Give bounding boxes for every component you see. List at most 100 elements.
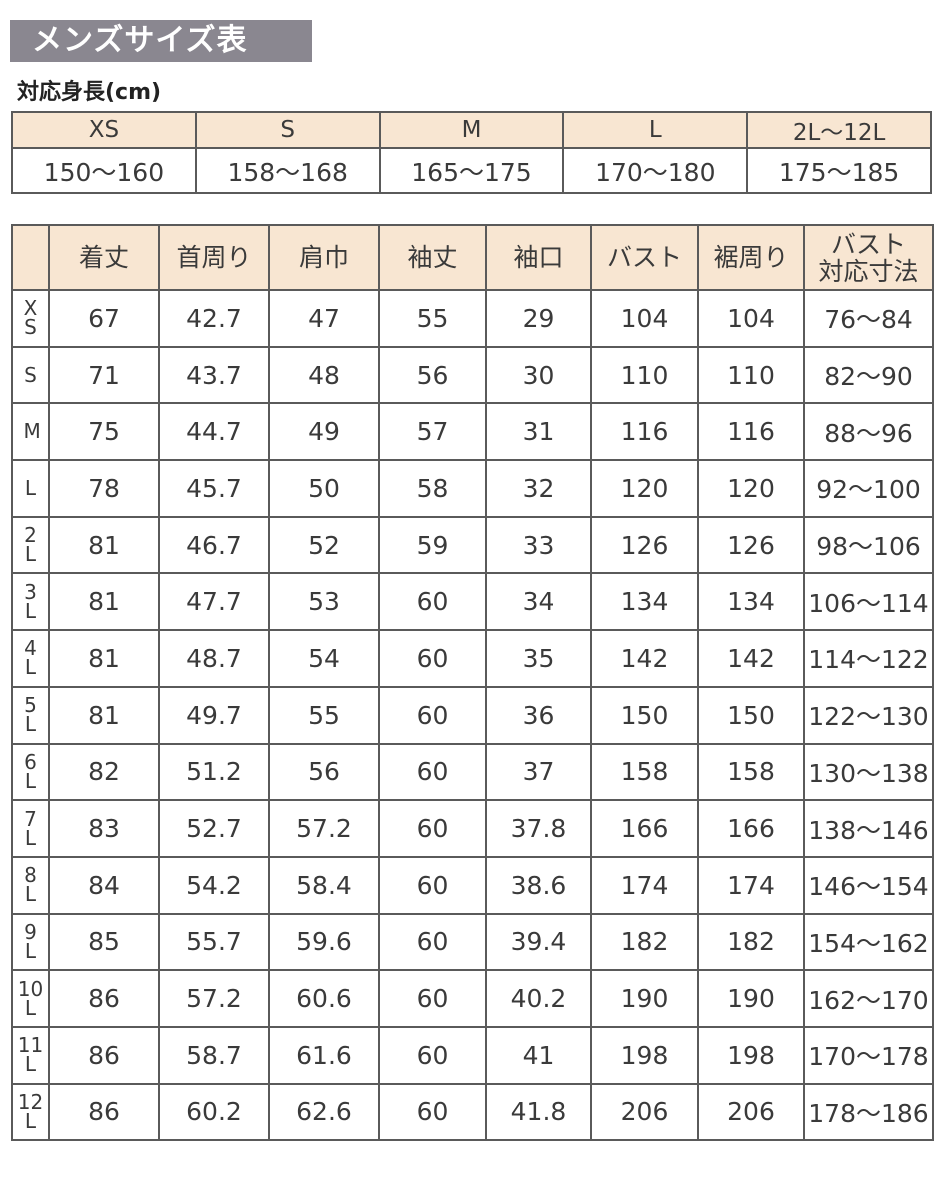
table-cell: 60.6 — [268, 969, 380, 1028]
table-row: 7L 83 52.7 57.2 60 37.8 166 166 138〜146 — [11, 799, 934, 858]
table-cell: 35 — [485, 629, 592, 688]
size-label-cell: M — [11, 402, 50, 462]
table-cell: 39.4 — [485, 912, 592, 972]
column-header: 袖口 — [485, 224, 592, 291]
table-cell: 47 — [268, 289, 380, 348]
table-cell: 61.6 — [268, 1025, 380, 1085]
table-row: 5L 81 49.7 55 60 36 150 150 122〜130 — [11, 685, 934, 745]
table-cell: 76〜84 — [803, 289, 934, 348]
size-label: 3L — [24, 579, 37, 623]
table-cell: 58.7 — [158, 1025, 270, 1085]
table-row: 8L 84 54.2 58.4 60 38.6 174 174 146〜154 — [11, 855, 934, 915]
size-label: 6L — [24, 749, 37, 793]
table-row: XS 67 42.7 47 55 29 104 104 76〜84 — [11, 289, 934, 348]
table-cell: 120 — [590, 459, 699, 518]
table-row: L 78 45.7 50 58 32 120 120 92〜100 — [11, 459, 934, 518]
table-row: 3L 81 47.7 53 60 34 134 134 106〜114 — [11, 572, 934, 632]
table-cell: 116 — [590, 402, 699, 462]
table-cell: 59.6 — [268, 912, 380, 972]
table-cell: 81 — [48, 685, 160, 745]
table-cell: 81 — [48, 572, 160, 632]
table-cell: 60 — [378, 1082, 487, 1142]
table-cell: 138〜146 — [803, 799, 934, 858]
table-cell: 104 — [697, 289, 805, 348]
table-cell: 67 — [48, 289, 160, 348]
table-cell: 30 — [485, 345, 592, 405]
column-header: 着丈 — [48, 224, 160, 291]
size-label-cell: 5L — [11, 685, 50, 745]
table-cell: 130〜138 — [803, 742, 934, 802]
table-cell: 182 — [590, 912, 699, 972]
table-cell: 60 — [378, 799, 487, 858]
height-range-cell: 165〜175 — [378, 147, 565, 194]
table-cell: 48.7 — [158, 629, 270, 688]
table-cell: 54.2 — [158, 855, 270, 915]
table-cell: 52 — [268, 515, 380, 575]
table-row: 11L 86 58.7 61.6 60 41 198 198 170〜178 — [11, 1025, 934, 1085]
size-label-cell: S — [11, 345, 50, 405]
table-cell: 57.2 — [158, 969, 270, 1028]
size-label-cell: 2L — [11, 515, 50, 575]
table-cell: 62.6 — [268, 1082, 380, 1142]
table-cell: 60 — [378, 1025, 487, 1085]
table-cell: 198 — [590, 1025, 699, 1085]
height-table-row: 150〜160 158〜168 165〜175 170〜180 175〜185 — [11, 147, 932, 194]
size-label: 7L — [24, 806, 37, 850]
table-cell: 83 — [48, 799, 160, 858]
size-label: 8L — [24, 863, 37, 907]
table-cell: 158 — [697, 742, 805, 802]
table-cell: 60 — [378, 629, 487, 688]
column-header: 裾周り — [697, 224, 805, 291]
table-row: 2L 81 46.7 52 59 33 126 126 98〜106 — [11, 515, 934, 575]
table-cell: 37.8 — [485, 799, 592, 858]
table-cell: 166 — [590, 799, 699, 858]
table-cell: 134 — [590, 572, 699, 632]
table-cell: 38.6 — [485, 855, 592, 915]
size-label-cell: 7L — [11, 799, 50, 858]
table-cell: 58 — [378, 459, 487, 518]
table-cell: 174 — [590, 855, 699, 915]
height-size-header: S — [194, 111, 381, 149]
table-cell: 126 — [590, 515, 699, 575]
height-size-header: M — [378, 111, 565, 149]
size-label: 12L — [17, 1089, 44, 1133]
table-cell: 34 — [485, 572, 592, 632]
size-label-cell: XS — [11, 289, 50, 348]
table-cell: 170〜178 — [803, 1025, 934, 1085]
table-cell: 142 — [697, 629, 805, 688]
table-cell: 45.7 — [158, 459, 270, 518]
table-cell: 48 — [268, 345, 380, 405]
table-cell: 60 — [378, 969, 487, 1028]
table-cell: 81 — [48, 515, 160, 575]
size-label: S — [24, 362, 37, 387]
page-title: メンズサイズ表 — [10, 20, 312, 62]
size-label-cell: 4L — [11, 629, 50, 688]
column-header: バスト 対応寸法 — [803, 224, 934, 291]
size-label-cell: L — [11, 459, 50, 518]
table-cell: 52.7 — [158, 799, 270, 858]
size-label: 2L — [24, 523, 37, 567]
table-cell: 122〜130 — [803, 685, 934, 745]
table-cell: 57 — [378, 402, 487, 462]
table-cell: 51.2 — [158, 742, 270, 802]
table-cell: 116 — [697, 402, 805, 462]
table-cell: 60 — [378, 742, 487, 802]
table-cell: 46.7 — [158, 515, 270, 575]
table-cell: 150 — [590, 685, 699, 745]
table-cell: 40.2 — [485, 969, 592, 1028]
table-cell: 92〜100 — [803, 459, 934, 518]
size-label-cell: 8L — [11, 855, 50, 915]
table-cell: 42.7 — [158, 289, 270, 348]
height-size-header: 2L〜12L — [746, 111, 932, 149]
size-label: 9L — [24, 919, 37, 963]
table-cell: 98〜106 — [803, 515, 934, 575]
table-cell: 150 — [697, 685, 805, 745]
table-cell: 41.8 — [485, 1082, 592, 1142]
table-cell: 60.2 — [158, 1082, 270, 1142]
table-row: M 75 44.7 49 57 31 116 116 88〜96 — [11, 402, 934, 462]
size-label: 5L — [24, 693, 37, 737]
table-cell: 85 — [48, 912, 160, 972]
table-cell: 86 — [48, 1082, 160, 1142]
table-cell: 55 — [378, 289, 487, 348]
table-row: 4L 81 48.7 54 60 35 142 142 114〜122 — [11, 629, 934, 688]
